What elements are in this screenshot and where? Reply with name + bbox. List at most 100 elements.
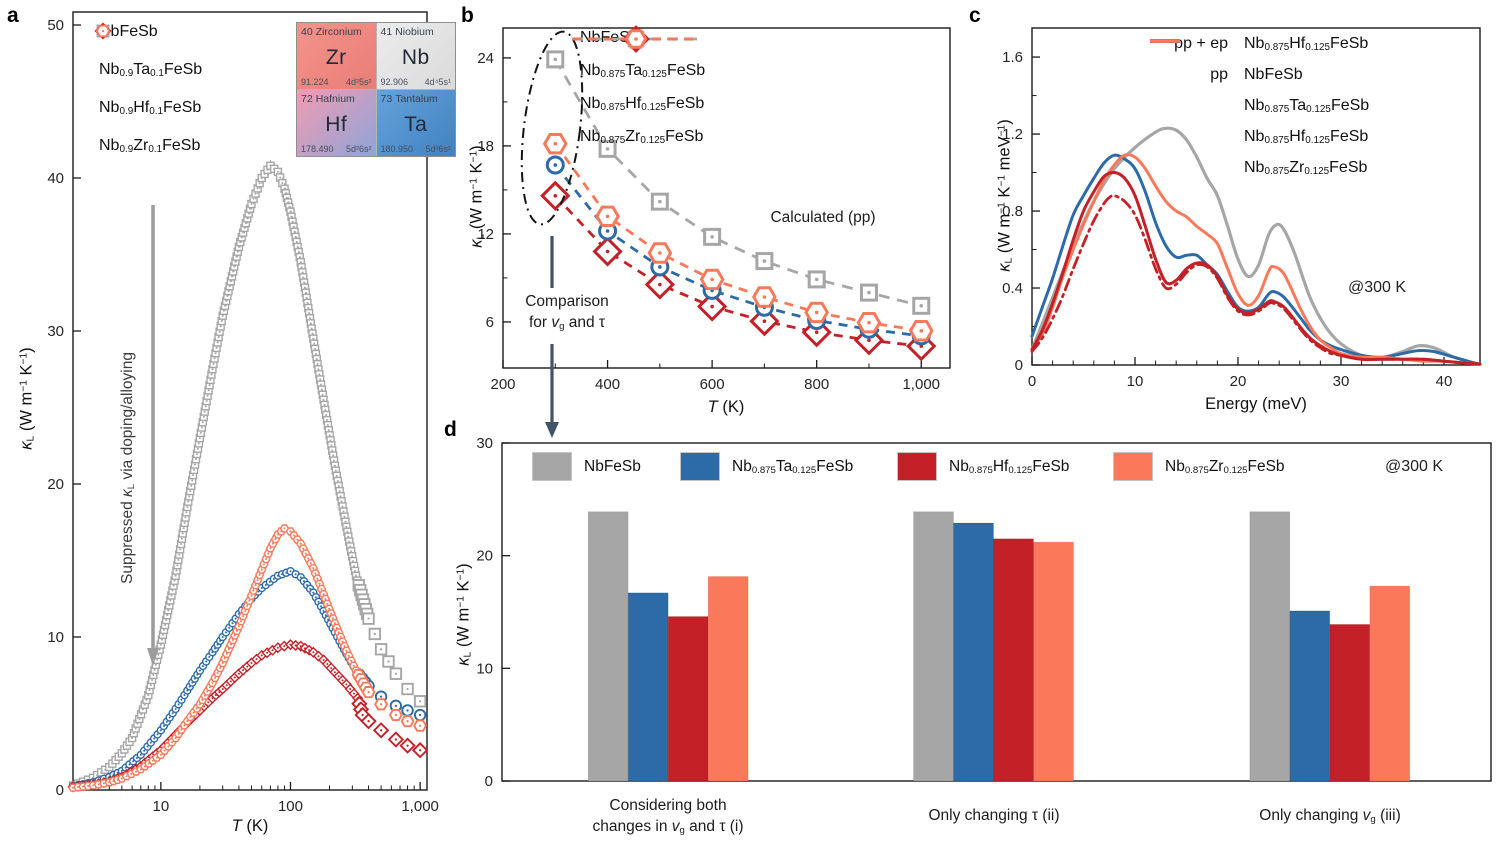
- panel-a-plot: 10 100 1,000 0 10 20 30 40 50: [47, 11, 439, 815]
- legend-item: Nb0.875Hf0.125FeSb: [897, 452, 1069, 481]
- comparison-annotation: Comparison for vg and τ: [487, 291, 647, 337]
- panel-a-y-axis-label: κL (W m−1 K−1): [17, 347, 37, 450]
- legend-label: Nb0.875Zr0.125FeSb: [1244, 159, 1368, 177]
- temperature-annotation: @300 K: [1348, 279, 1407, 296]
- legend-label: Nb0.875Hf0.125FeSb: [1244, 35, 1369, 53]
- legend-item: Nb0.875Zr0.125FeSb: [1113, 452, 1285, 481]
- atomic-number: 41: [380, 26, 393, 38]
- svg-text:30: 30: [47, 323, 64, 340]
- calculated-pp-annotation: Calculated (pp): [770, 209, 876, 226]
- bar-group-label-1: Considering both changes in vg and τ (i): [592, 797, 744, 836]
- element-cell-hafnium: 72 Hafnium Hf 178.490 5d²6s²: [297, 90, 376, 156]
- legend-item: NbFeSb: [570, 27, 705, 48]
- periodic-table-inset: 40 Zirconium Zr 91.224 4d²5s² 41 Niobium Nb…: [296, 22, 456, 157]
- panel-b-x-axis-label: T (K): [707, 398, 745, 416]
- svg-text:18: 18: [477, 138, 494, 155]
- svg-text:10: 10: [153, 798, 170, 815]
- legend-label: Nb0.9Hf0.1FeSb: [99, 99, 202, 117]
- legend-label: Nb0.875Zr0.125FeSb: [580, 127, 704, 146]
- element-cell-tantalum: 73 Tantalum Ta 180.950 5d³6s²: [376, 90, 455, 156]
- svg-text:10: 10: [47, 629, 64, 646]
- svg-text:20: 20: [47, 476, 64, 493]
- panel-d-letter: d: [444, 418, 457, 441]
- svg-text:0: 0: [485, 773, 493, 790]
- atomic-number: 40: [301, 26, 313, 38]
- legend-item: Nb0.875Ta0.125FeSb: [680, 452, 853, 481]
- svg-text:40: 40: [1436, 373, 1453, 390]
- panel-a-x-axis-label: T (K): [231, 817, 269, 835]
- legend-label: NbFeSb: [99, 23, 158, 40]
- electron-config: 4d⁴5s¹: [424, 77, 451, 87]
- element-name: Hafnium: [315, 93, 355, 105]
- svg-text:0: 0: [1015, 357, 1023, 374]
- electron-config: 5d³6s²: [425, 144, 451, 154]
- svg-text:1.2: 1.2: [1002, 126, 1023, 143]
- panel-d: 0 10 20 30 κL (W m−1 K−1) @300 K NbFeSb Nb0…: [440, 430, 1498, 845]
- legend-label: Nb0.9Ta0.1FeSb: [99, 61, 203, 79]
- svg-text:400: 400: [595, 376, 620, 393]
- svg-text:20: 20: [1230, 373, 1247, 390]
- panel-b-y-axis-label: κL (W m−1 K−1): [467, 145, 487, 248]
- atomic-mass: 91.224: [301, 77, 329, 87]
- svg-text:30: 30: [1333, 373, 1350, 390]
- panel-a-letter: a: [7, 4, 19, 27]
- svg-text:0.4: 0.4: [1002, 280, 1023, 297]
- legend-label: Nb0.875Ta0.125FeSb: [732, 457, 854, 476]
- legend-label: Nb0.9Zr0.1FeSb: [99, 137, 201, 155]
- legend-item: Nb0.9Hf0.1FeSb: [90, 22, 202, 120]
- element-cell-niobium: 41 Niobium Nb 92.906 4d⁴5s¹: [376, 23, 455, 89]
- panel-b-plot: 200 400 600 800 1,000 6 12 18 24: [477, 27, 951, 438]
- panel-a-legend: NbFeSb Nb0.9Ta0.1FeSb Nb0.9Hf0.1FeSb Nb0…: [90, 20, 202, 158]
- red-swatch-icon: [897, 452, 937, 481]
- svg-text:1,000: 1,000: [902, 376, 940, 393]
- svg-text:100: 100: [278, 798, 303, 815]
- legend-prefix: pp + ep: [1174, 35, 1228, 52]
- panel-c-y-axis-label: κL (W m−1 K−1 meV−1): [995, 119, 1015, 272]
- panel-a: 10 100 1,000 0 10 20 30 40 50 κL (W m−1 K−1) T (…: [0, 0, 470, 845]
- element-cell-zirconium: 40 Zirconium Zr 91.224 4d²5s²: [297, 23, 376, 89]
- legend-item: Nb0.875Hf0.125FeSb: [570, 25, 705, 114]
- element-symbol: Zr: [325, 45, 347, 69]
- blue-swatch-icon: [680, 452, 720, 481]
- atomic-number: 73: [380, 93, 393, 105]
- svg-text:10: 10: [1127, 373, 1144, 390]
- atomic-mass: 178.490: [301, 144, 334, 154]
- element-name: Zirconium: [315, 26, 362, 38]
- svg-text:1.6: 1.6: [1002, 49, 1023, 66]
- panel-c-plot: 0 10 20 30 40 0 0.4 0.8 1.2 1.6: [1002, 27, 1482, 390]
- legend-item: Nb0.875Zr0.125FeSb: [1148, 39, 1369, 178]
- svg-text:12: 12: [477, 226, 494, 243]
- legend-label: NbFeSb: [584, 457, 641, 475]
- element-name: Niobium: [395, 26, 434, 38]
- legend-label: Nb0.875Ta0.125FeSb: [1244, 97, 1370, 115]
- panel-d-y-axis-label: κL (W m−1 K−1): [454, 563, 474, 666]
- legend-item: NbFeSb: [532, 452, 641, 481]
- legend-item: pp + ep Nb0.875Hf0.125FeSb: [1148, 34, 1369, 54]
- svg-text:0: 0: [1028, 373, 1036, 390]
- panel-c-legend: pp + ep Nb0.875Hf0.125FeSb pp NbFeSb Nb0…: [1148, 34, 1369, 178]
- element-symbol: Nb: [401, 45, 430, 69]
- svg-text:24: 24: [477, 50, 494, 67]
- legend-prefix: pp: [1210, 66, 1228, 83]
- svg-text:6: 6: [486, 314, 494, 331]
- legend-label: NbFeSb: [580, 28, 639, 46]
- svg-text:800: 800: [804, 376, 829, 393]
- panel-b: 200 400 600 800 1,000 6 12 18 24 κL (W m−1 K−1) …: [467, 0, 1000, 450]
- element-name: Tantalum: [395, 93, 438, 105]
- gray-swatch-icon: [532, 452, 572, 481]
- bar-group-label-3: Only changing vg (iii): [1259, 807, 1401, 825]
- comparison-line1: Comparison: [525, 293, 609, 310]
- panel-b-letter: b: [461, 4, 474, 27]
- legend-item: Nb0.9Zr0.1FeSb: [90, 24, 202, 158]
- legend-item: Nb0.875Ta0.125FeSb: [1148, 39, 1370, 116]
- legend-item: Nb0.875Ta0.125FeSb: [570, 30, 705, 81]
- element-symbol: Hf: [325, 112, 348, 136]
- comparison-line2: for vg and τ: [528, 314, 606, 332]
- svg-text:0: 0: [56, 782, 64, 799]
- orange-swatch-icon: [1113, 452, 1153, 481]
- electron-config: 4d²5s²: [345, 77, 372, 87]
- atomic-mass: 92.906: [380, 77, 409, 87]
- svg-text:200: 200: [490, 376, 515, 393]
- legend-label: Nb0.875Hf0.125FeSb: [580, 94, 705, 113]
